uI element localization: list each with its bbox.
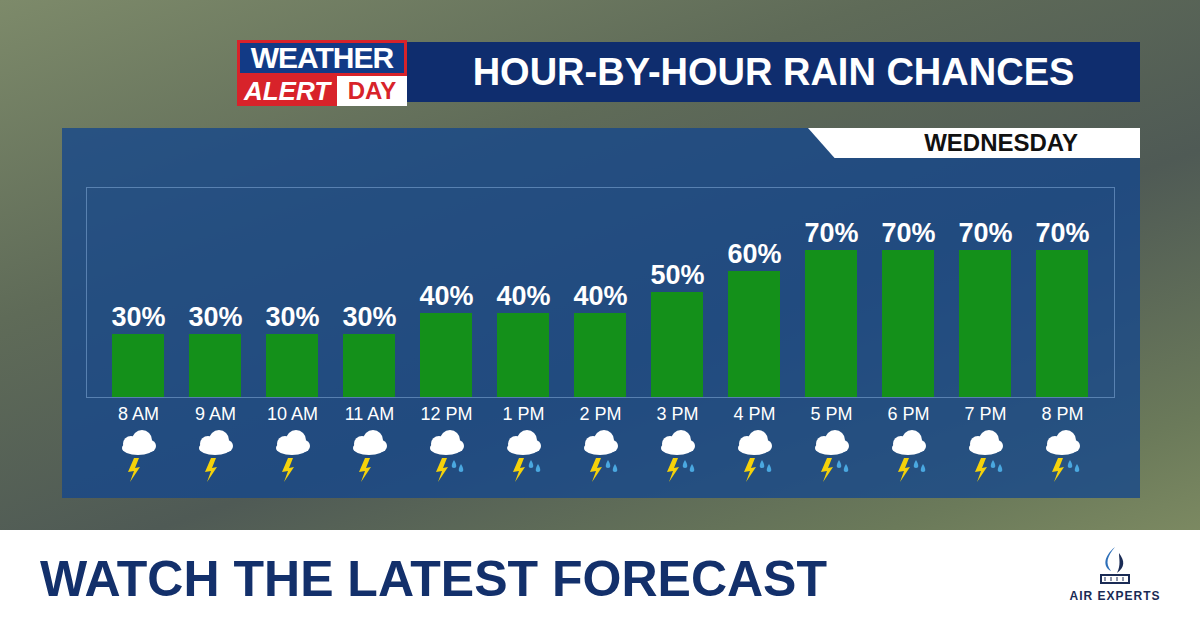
svg-text:40%: 40% [496,281,550,311]
svg-text:70%: 70% [804,218,858,248]
html-text:AIR EXPERTS: AIR EXPERTS [1069,589,1161,603]
html-text:HOUR-BY-HOUR RAIN CHANCES: HOUR-BY-HOUR RAIN CHANCES [472,51,1075,93]
svg-text:70%: 70% [881,218,935,248]
svg-text:12 PM: 12 PM [420,404,472,424]
svg-text:4 PM: 4 PM [733,404,775,424]
svg-text:60%: 60% [727,239,781,269]
svg-text:9 AM: 9 AM [195,404,236,424]
html-text:WEDNESDAY: WEDNESDAY [924,129,1078,156]
svg-text:11 AM: 11 AM [345,404,395,424]
svg-text:6 PM: 6 PM [887,404,929,424]
html-text:WATCH THE LATEST FORECAST: WATCH THE LATEST FORECAST [40,551,827,607]
svg-text:30%: 30% [342,302,396,332]
svg-text:30%: 30% [265,302,319,332]
svg-text:50%: 50% [650,260,704,290]
svg-text:30%: 30% [111,302,165,332]
svg-text:2 PM: 2 PM [579,404,621,424]
svg-text:5 PM: 5 PM [810,404,852,424]
svg-text:70%: 70% [958,218,1012,248]
svg-text:40%: 40% [419,281,473,311]
svg-text:70%: 70% [1035,218,1089,248]
html-text:WEATHER: WEATHER [250,41,394,74]
svg-text:7 PM: 7 PM [964,404,1006,424]
svg-text:10 AM: 10 AM [267,404,318,424]
svg-text:30%: 30% [188,302,242,332]
svg-text:8 PM: 8 PM [1041,404,1083,424]
svg-text:1 PM: 1 PM [502,404,544,424]
svg-text:40%: 40% [573,281,627,311]
svg-text:3 PM: 3 PM [656,404,698,424]
svg-text:8 AM: 8 AM [118,404,159,424]
html-text:DAY: DAY [347,77,397,104]
html-text:ALERT: ALERT [243,76,331,106]
